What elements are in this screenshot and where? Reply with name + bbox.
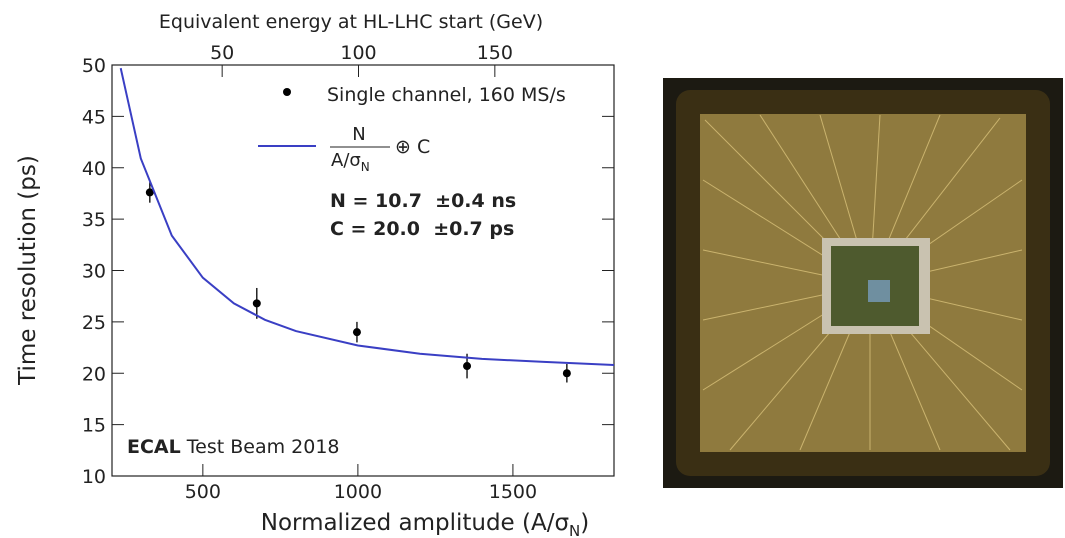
x-label-text: Normalized amplitude (A/σ: [261, 510, 569, 536]
x-label-tail: ): [580, 510, 589, 536]
y-tick-label: 15: [82, 415, 106, 437]
legend-num: N: [352, 124, 365, 145]
y-tick-label: 30: [82, 261, 106, 283]
annotation: N = 10.7 ±0.4 ns: [330, 190, 516, 212]
y-tick-label: 10: [82, 466, 106, 488]
legend-label: Single channel, 160 MS/s: [327, 84, 566, 106]
annotation: C = 20.0 ±0.7 ps: [330, 218, 514, 240]
x-tick-label: 500: [185, 481, 221, 503]
experiment-label: ECAL Test Beam 2018: [127, 436, 340, 458]
x-tick-label: 1000: [334, 481, 382, 503]
fit-curve: [119, 67, 614, 366]
chip-photo: [663, 78, 1063, 488]
data-point: [562, 369, 571, 378]
x-tick-label: 1500: [489, 481, 537, 503]
experiment: ECAL: [127, 436, 181, 458]
y-tick-label: 50: [82, 55, 106, 77]
x2-tick-label: 50: [210, 42, 234, 64]
y-tick-label: 25: [82, 312, 106, 334]
y-tick-label: 20: [82, 363, 106, 385]
y-tick-label: 40: [82, 158, 106, 180]
y-tick-label: 35: [82, 209, 106, 231]
y-tick-label: 45: [82, 106, 106, 128]
data-point: [252, 299, 261, 308]
x2-tick-label: 100: [340, 42, 376, 64]
legend-den: A/σN: [331, 150, 370, 174]
x2-tick-label: 150: [477, 42, 513, 64]
legend-den-sub: N: [361, 160, 370, 174]
data-point: [145, 188, 154, 197]
data-point: [463, 362, 472, 371]
legend-marker: [283, 88, 291, 96]
y-axis-label: Time resolution (ps): [15, 155, 41, 386]
die-block: [868, 280, 890, 302]
x-axis-label: Normalized amplitude (A/σN): [261, 510, 590, 538]
x2-axis-label: Equivalent energy at HL-LHC start (GeV): [159, 11, 543, 33]
legend-tail: ⊕ C: [395, 136, 430, 158]
data-point: [352, 328, 361, 337]
legend-den-text: A/σ: [331, 150, 361, 171]
x-label-sub: N: [569, 522, 580, 538]
experiment-note: Test Beam 2018: [186, 436, 340, 458]
